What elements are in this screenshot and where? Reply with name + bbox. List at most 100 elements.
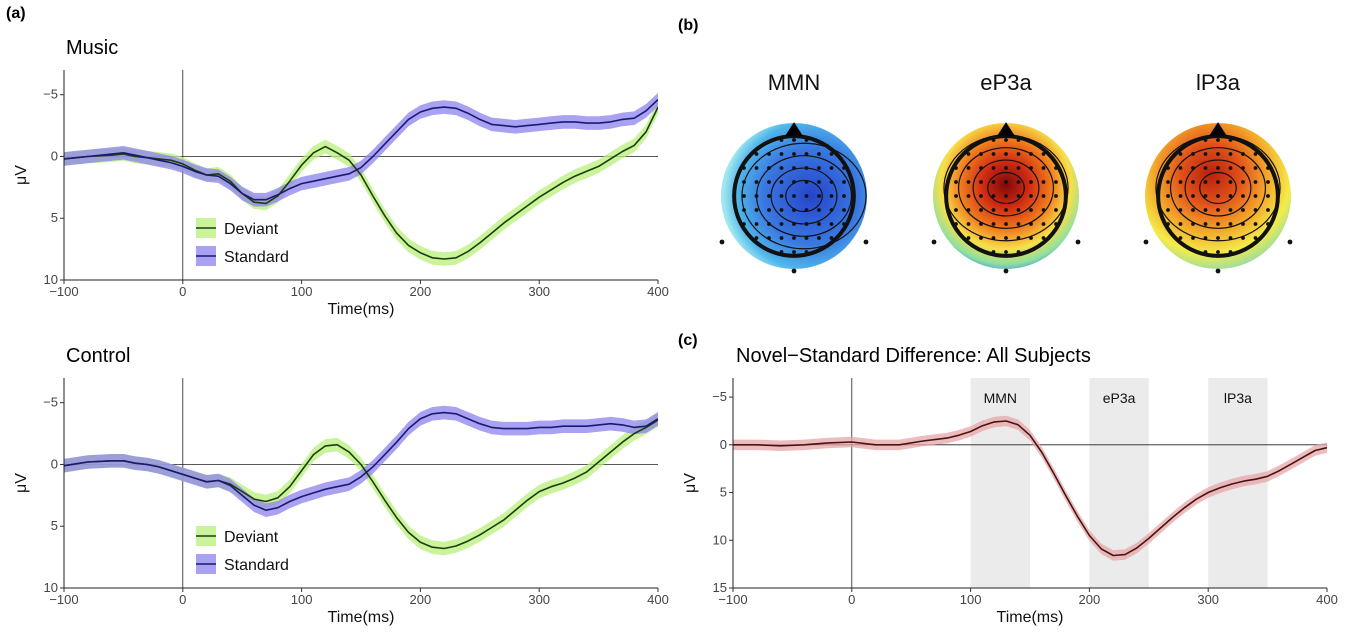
electrode-dot	[1253, 208, 1258, 212]
electrode-dot	[1216, 250, 1220, 254]
electrode-dot	[1241, 152, 1245, 156]
electrode-dot	[1041, 180, 1046, 184]
electrode-dot	[1016, 208, 1021, 212]
legend-label: Standard	[224, 557, 289, 574]
x-tick-label: 300	[528, 284, 550, 299]
electrode-dot	[1216, 152, 1220, 156]
electrode-dot	[863, 239, 869, 245]
electrode-dot	[829, 208, 834, 212]
electrode-dot	[1228, 222, 1233, 226]
electrode-dot	[1287, 239, 1293, 245]
electrode-dot	[754, 222, 759, 226]
electrode-dot	[979, 152, 983, 156]
electrode-dot	[1004, 236, 1008, 240]
electrode-dot	[1016, 236, 1021, 240]
electrode-dot	[1178, 166, 1183, 170]
electrode-dot	[804, 180, 809, 184]
confidence-band	[64, 100, 658, 266]
topomap-contour	[785, 179, 823, 213]
y-tick-label: 15	[713, 580, 727, 595]
electrode-dot	[754, 194, 759, 198]
confidence-band	[64, 413, 658, 556]
electrode-dot	[817, 194, 821, 198]
electrode-dot	[1016, 152, 1021, 156]
electrode-dot	[1266, 180, 1270, 184]
electrode-dot	[842, 194, 846, 198]
x-tick-label: 0	[848, 592, 855, 607]
electrode-dot	[804, 236, 809, 240]
electrode-dot	[1191, 222, 1195, 226]
electrode-dot	[779, 138, 784, 142]
topomap-contour	[741, 142, 867, 250]
electrode-dot	[1228, 250, 1233, 254]
electrode-dot	[1203, 166, 1208, 170]
electrode-dot	[1228, 180, 1233, 184]
electrode-dot	[991, 180, 996, 184]
electrode-dot	[1166, 222, 1170, 226]
electrode-dot	[754, 166, 759, 170]
topomap-contour	[1184, 159, 1252, 217]
electrode-dot	[1203, 250, 1208, 254]
electrode-dot	[1253, 194, 1258, 198]
electrode-dot	[1191, 180, 1195, 184]
electrode-dot	[817, 222, 821, 226]
electrode-dot	[1216, 208, 1220, 212]
topomap-contour	[972, 159, 1040, 217]
electrode-dot	[1166, 194, 1170, 198]
x-tick-label: −100	[49, 592, 78, 607]
electrode-dot	[817, 152, 821, 156]
electrode-dot	[979, 208, 983, 212]
electrode-dot	[991, 236, 996, 240]
y-tick-label: 5	[51, 518, 58, 533]
electrode-dot	[1075, 239, 1081, 245]
electrode-dot	[754, 208, 759, 212]
electrode-dot	[1041, 152, 1046, 156]
electrode-dot	[1253, 152, 1258, 156]
electrode-dot	[742, 208, 746, 212]
electrode-dot	[991, 250, 996, 254]
electrode-dot	[1166, 208, 1170, 212]
electrode-dot	[1004, 138, 1008, 142]
electrode-dot	[1041, 208, 1046, 212]
x-tick-label: 400	[1316, 592, 1338, 607]
electrode-dot	[1253, 166, 1258, 170]
electrode-dot	[1216, 166, 1220, 170]
electrode-dot	[779, 236, 784, 240]
electrode-dot	[779, 250, 784, 254]
series-line	[64, 411, 658, 512]
electrode-dot	[1029, 180, 1033, 184]
y-tick-label: 5	[720, 485, 727, 500]
electrode-dot	[1266, 166, 1270, 170]
electrode-dot	[804, 152, 809, 156]
electrode-dot	[1178, 194, 1183, 198]
electrode-dot	[1004, 250, 1008, 254]
electrode-dot	[804, 222, 809, 226]
electrode-dot	[779, 180, 784, 184]
electrode-dot	[1054, 166, 1058, 170]
electrode-dot	[804, 138, 809, 142]
electrode-dot	[966, 194, 971, 198]
electrode-dot	[1166, 180, 1170, 184]
chart-title: Control	[66, 345, 130, 367]
electrode-dot	[1178, 208, 1183, 212]
topomap-contour	[1199, 171, 1237, 205]
electrode-dot	[754, 180, 759, 184]
electrode-dot	[1228, 194, 1233, 198]
electrode-dot	[1003, 268, 1009, 274]
x-tick-label: 300	[1197, 592, 1219, 607]
electrode-dot	[1241, 166, 1245, 170]
electrode-dot	[754, 236, 759, 240]
electrode-dot	[779, 208, 784, 212]
electrode-dot	[767, 208, 771, 212]
y-tick-label: 10	[44, 580, 58, 595]
electrode-dot	[792, 222, 796, 226]
x-axis-label: Time(ms)	[328, 609, 395, 626]
electrode-dot	[1029, 236, 1033, 240]
electrode-dot	[1016, 194, 1021, 198]
electrode-dot	[1191, 236, 1195, 240]
electrode-dot	[1253, 222, 1258, 226]
topomap-contour	[957, 147, 1055, 229]
electrode-dot	[1266, 222, 1270, 226]
electrode-dot	[1178, 180, 1183, 184]
series-line	[64, 99, 658, 201]
